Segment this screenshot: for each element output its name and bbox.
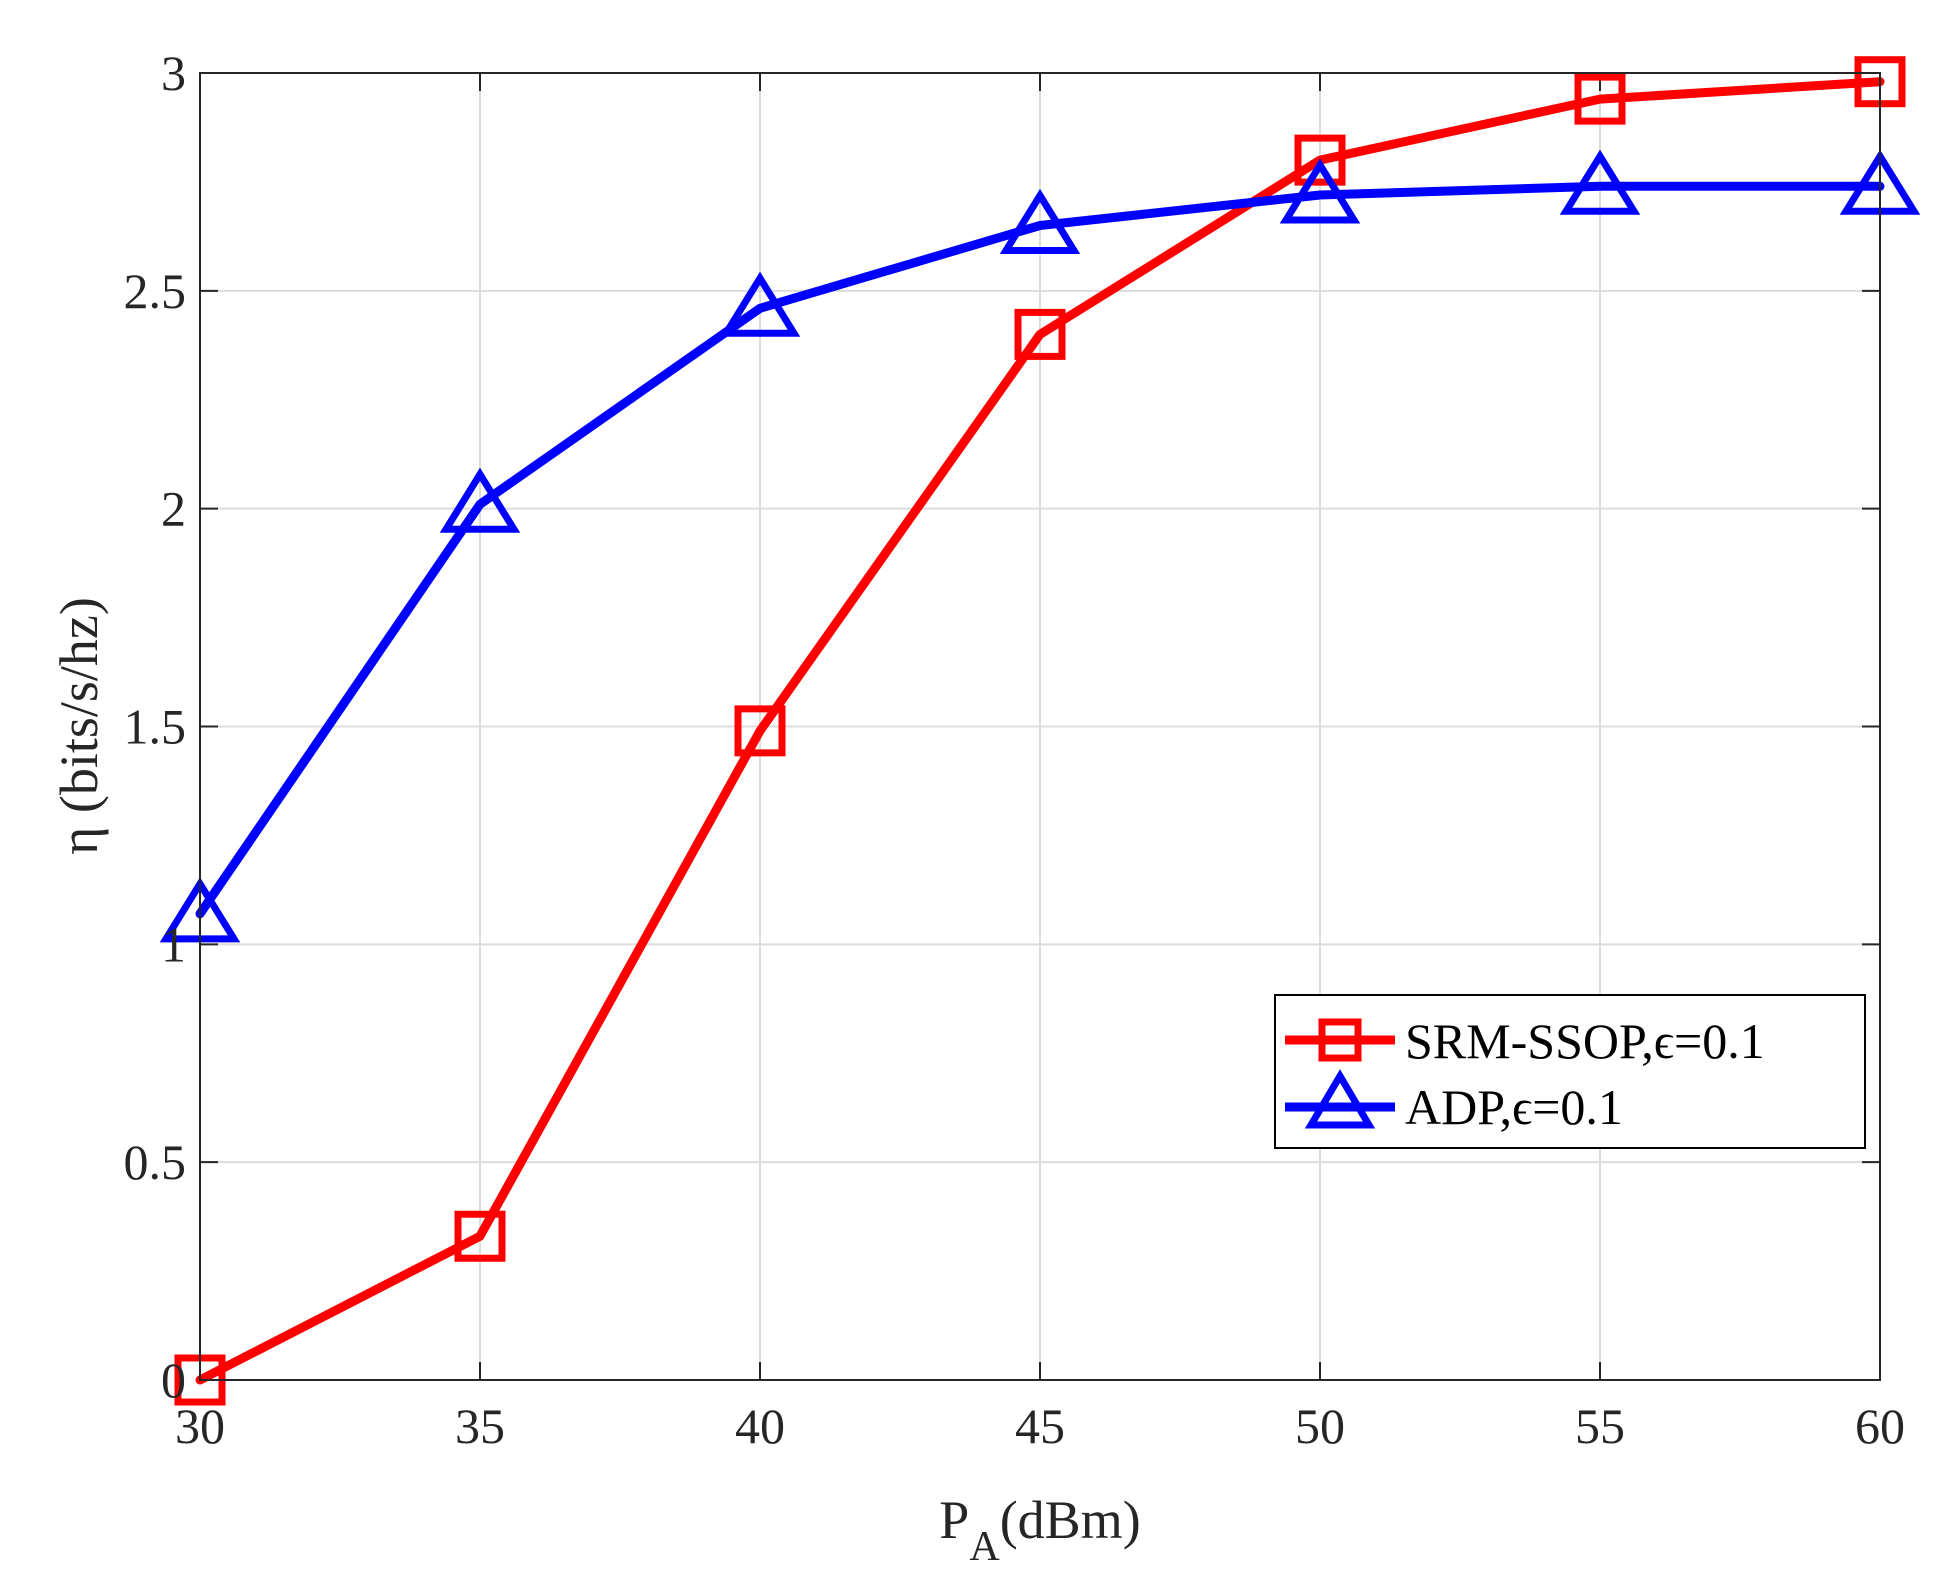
triangle-marker: [1279, 158, 1361, 224]
x-tick-label: 55: [1575, 1398, 1625, 1454]
legend-marker-triangle: [1304, 1069, 1376, 1129]
y-tick-label: 1.5: [124, 699, 187, 755]
y-tick-label: 0.5: [124, 1134, 187, 1190]
y-tick-labels: 0 0.5 1 1.5 2 2.5 3: [124, 45, 187, 1408]
x-tick-label: 45: [1015, 1398, 1065, 1454]
x-tick-label: 60: [1855, 1398, 1905, 1454]
triangle-marker: [719, 271, 801, 337]
series-group: [159, 56, 1921, 1406]
x-tick-labels: 30 35 40 45 50 55 60: [175, 1398, 1905, 1454]
y-tick-label: 2.5: [124, 263, 187, 319]
legend-marker-square: [1318, 1018, 1362, 1062]
legend-label-srm-ssop: SRM-SSOP,ϵ=0.1: [1405, 1013, 1765, 1069]
square-marker: [1574, 73, 1626, 125]
x-tick-label: 50: [1295, 1398, 1345, 1454]
legend-box: [1274, 994, 1866, 1149]
y-tick-label: 2: [161, 481, 186, 537]
y-tick-label: 0: [161, 1352, 186, 1408]
x-tick-label: 40: [735, 1398, 785, 1454]
square-marker: [1014, 308, 1066, 360]
plot-frame: [199, 72, 1881, 1381]
x-axis-symbol: P: [939, 1490, 969, 1550]
y-axis-title: η (bits/s/hz): [49, 597, 109, 855]
y-tick-label: 1: [161, 916, 186, 972]
legend-label-adp: ADP,ϵ=0.1: [1405, 1079, 1623, 1135]
y-tick-label: 3: [161, 45, 186, 101]
x-axis-subscript: A: [969, 1524, 1000, 1570]
series-line-1: [195, 181, 1885, 919]
legend: SRM-SSOP,ϵ=0.1 ADP,ϵ=0.1: [1274, 994, 1866, 1149]
triangle-marker: [439, 467, 521, 533]
x-axis-title: PA(dBm): [939, 1490, 1140, 1570]
square-marker: [734, 705, 786, 757]
square-marker: [1294, 134, 1346, 186]
series-line-0: [195, 77, 1885, 1385]
triangle-marker: [999, 188, 1081, 254]
square-marker: [454, 1210, 506, 1262]
x-tick-label: 35: [455, 1398, 505, 1454]
x-tick-label: 30: [175, 1398, 225, 1454]
x-axis-unit: (dBm): [1000, 1490, 1141, 1550]
triangle-marker: [1559, 149, 1641, 215]
